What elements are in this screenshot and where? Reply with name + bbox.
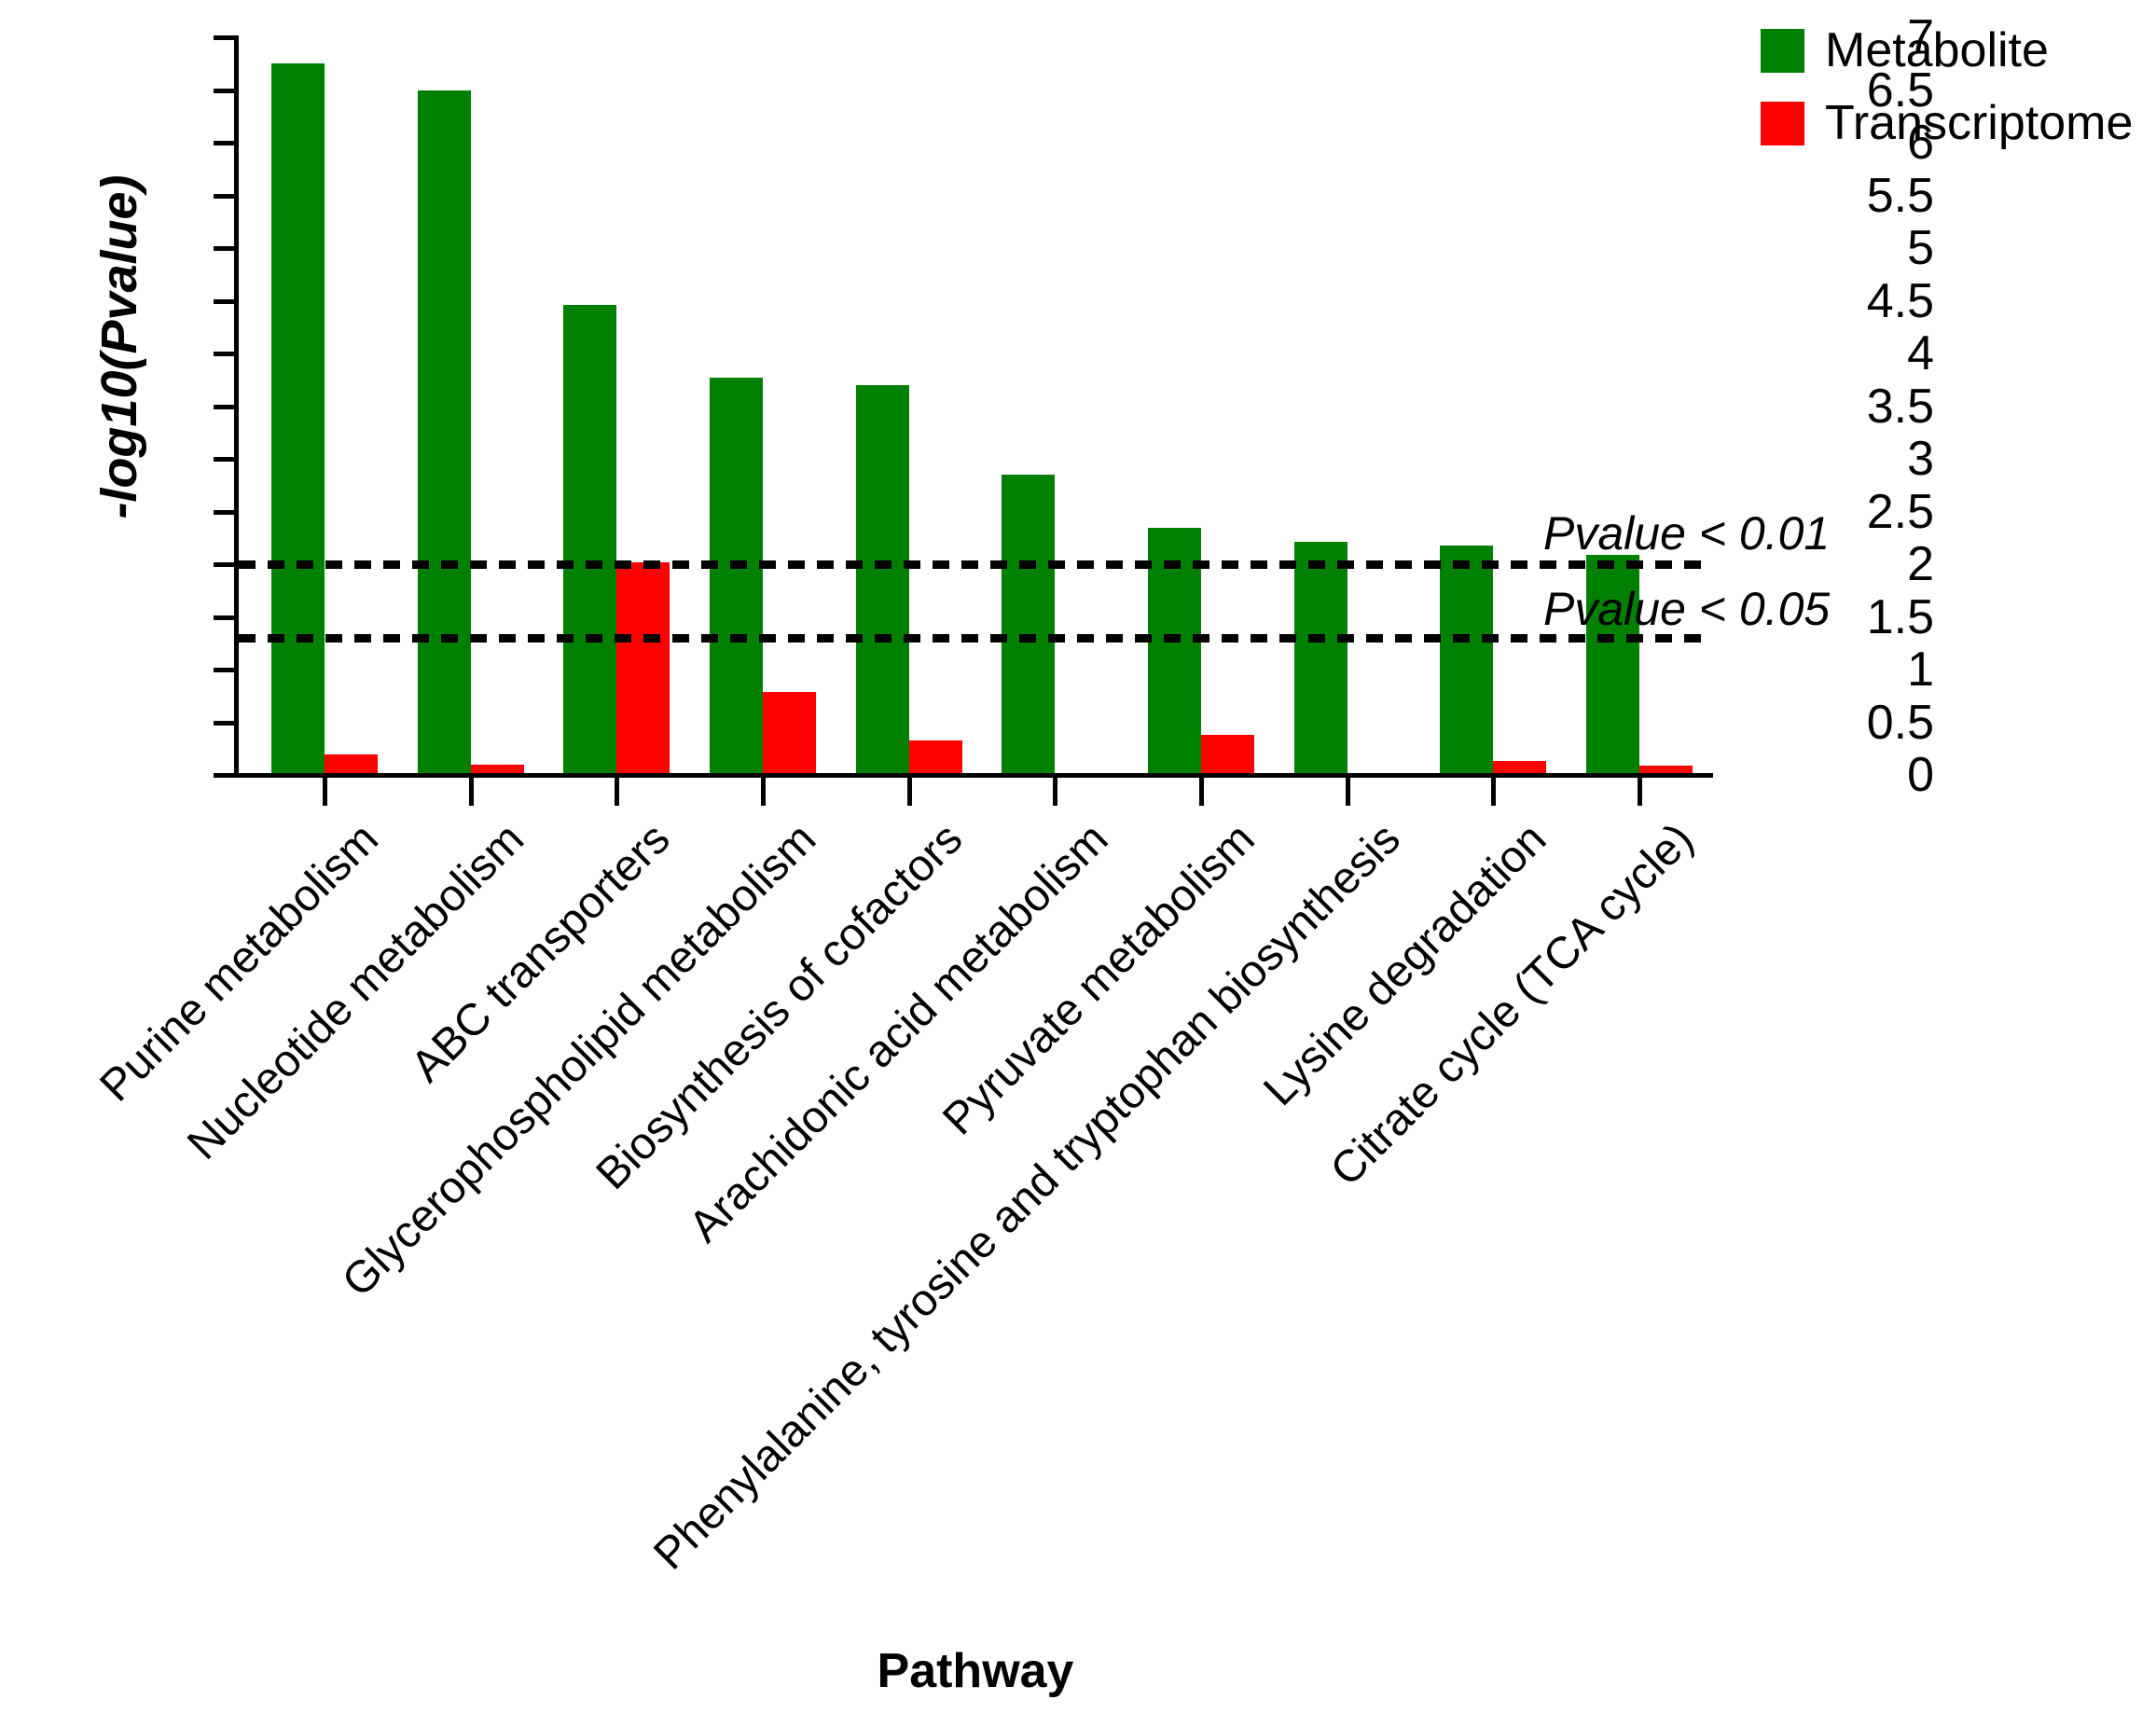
y-tick-label: 2: [1907, 537, 1934, 591]
y-tick: [214, 615, 234, 620]
threshold-line-1: [239, 634, 1707, 643]
transcriptome-color-swatch: [1761, 101, 1804, 145]
y-tick: [214, 720, 234, 726]
y-tick: [214, 457, 234, 462]
y-tick: [214, 509, 234, 515]
bar-transcriptome: [908, 740, 962, 774]
bar-metabolite: [1293, 542, 1348, 774]
y-tick-label: 1.5: [1866, 589, 1934, 644]
y-tick-label: 4.5: [1866, 273, 1934, 328]
legend-label-transcriptome: Transcriptome: [1825, 96, 2134, 150]
legend-item-metabolite: Metabolite: [1761, 26, 2049, 75]
y-tick: [214, 141, 234, 145]
bar-transcriptome: [1200, 735, 1254, 774]
bar-transcriptome: [1493, 761, 1547, 774]
x-tick-label: Lysine degradation: [1254, 814, 1556, 1116]
bar-transcriptome: [762, 691, 816, 774]
x-tick: [1637, 778, 1642, 806]
x-tick: [1198, 778, 1204, 806]
bar-metabolite: [1585, 554, 1639, 774]
y-tick-label: 7: [1907, 10, 1934, 64]
x-tick-label: Purine metabolism: [90, 814, 388, 1112]
y-tick-label: 2.5: [1866, 484, 1934, 539]
bar-metabolite: [709, 378, 763, 774]
x-tick: [1345, 778, 1350, 806]
bar-metabolite: [1002, 475, 1056, 774]
y-tick-label: 0: [1907, 748, 1934, 802]
y-tick: [214, 562, 234, 567]
metabolite-color-swatch: [1761, 28, 1804, 73]
bar-metabolite: [563, 305, 617, 774]
x-tick: [468, 778, 474, 806]
bar-metabolite: [855, 385, 909, 774]
bar-transcriptome: [325, 753, 378, 774]
bar-metabolite: [417, 90, 471, 774]
x-tick: [323, 778, 327, 806]
y-tick: [214, 352, 234, 356]
y-tick-label: 5.5: [1866, 168, 1934, 223]
x-tick: [1491, 778, 1497, 806]
bar-metabolite: [271, 63, 325, 774]
y-tick-label: 0.5: [1866, 695, 1934, 750]
y-axis-line: [234, 35, 239, 778]
y-tick: [214, 88, 234, 93]
bar-transcriptome: [470, 764, 524, 774]
y-tick-label: 6.5: [1866, 62, 1934, 117]
x-tick-label: ABC transporters: [402, 814, 680, 1092]
y-tick-label: 6: [1907, 116, 1934, 170]
bar-metabolite: [1440, 545, 1494, 774]
y-tick-label: 3: [1907, 432, 1934, 486]
x-axis-title: Pathway: [877, 1644, 1074, 1698]
x-axis-line: [234, 773, 1713, 778]
bar-transcriptome: [1638, 765, 1693, 774]
y-tick: [214, 773, 234, 778]
x-tick: [760, 778, 766, 806]
annotation-pvalue-005: Pvalue < 0.05: [1543, 583, 1831, 635]
y-tick: [214, 193, 234, 199]
y-tick-label: 4: [1907, 326, 1934, 380]
threshold-line-0: [239, 560, 1707, 569]
x-tick: [1053, 778, 1058, 806]
y-tick: [214, 35, 234, 40]
x-tick: [615, 778, 620, 806]
x-tick: [906, 778, 912, 806]
y-tick: [214, 668, 234, 672]
y-tick: [214, 246, 234, 251]
y-tick: [214, 404, 234, 409]
y-tick-label: 3.5: [1866, 379, 1934, 434]
annotation-pvalue-001: Pvalue < 0.01: [1543, 507, 1831, 560]
bar-transcriptome: [616, 561, 670, 774]
y-tick-label: 1: [1907, 643, 1934, 697]
legend-label-metabolite: Metabolite: [1825, 23, 2049, 77]
y-tick-label: 5: [1907, 221, 1934, 275]
legend-item-transcriptome: Transcriptome: [1761, 99, 2133, 147]
y-tick: [214, 298, 234, 304]
